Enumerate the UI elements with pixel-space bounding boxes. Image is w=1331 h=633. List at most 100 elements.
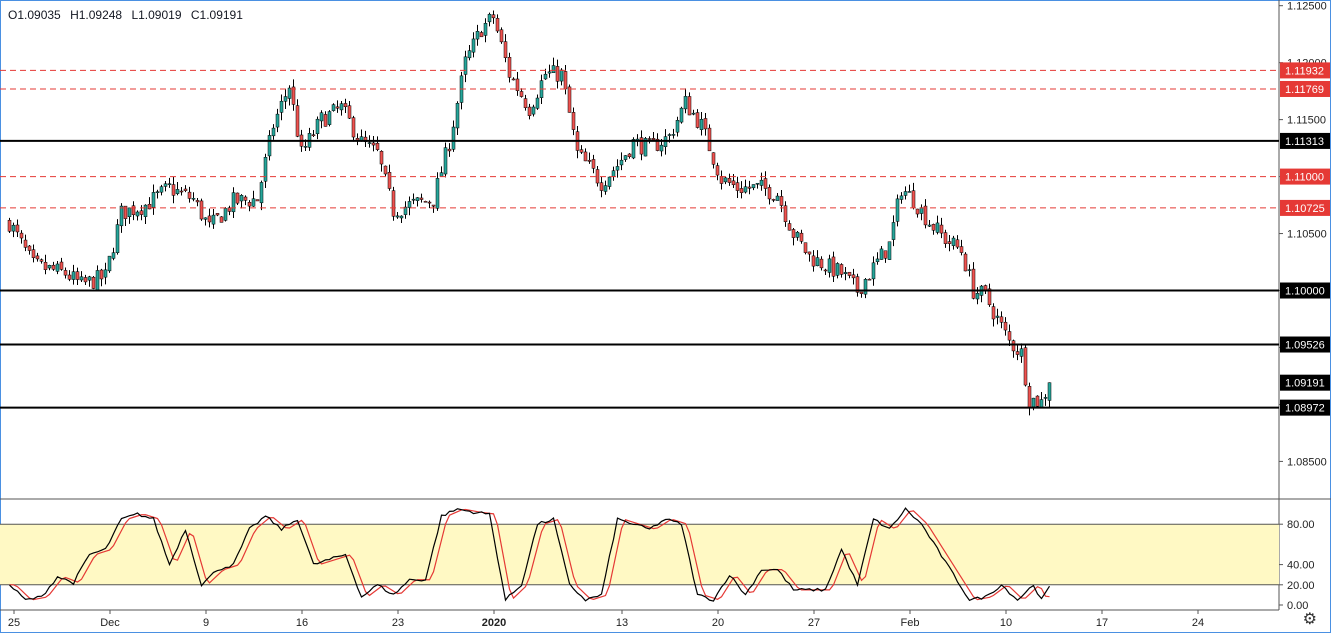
candle-body — [943, 232, 948, 244]
candle-body — [183, 188, 188, 191]
level-label: 1.11313 — [1285, 136, 1324, 148]
candle-body — [415, 197, 420, 201]
time-tick-label: 10 — [1000, 617, 1012, 629]
candle-body — [403, 206, 408, 215]
candle-body — [139, 210, 144, 215]
candle-body — [955, 239, 960, 248]
candle-body — [499, 29, 504, 43]
candle-body — [859, 291, 864, 294]
candle-body — [535, 97, 540, 109]
candle-body — [495, 18, 500, 32]
candle-body — [11, 224, 16, 232]
candle-body — [707, 127, 712, 152]
candle-body — [295, 105, 300, 137]
candle-body — [339, 103, 344, 111]
level-label-bg — [1280, 336, 1330, 353]
level-label-bg — [1280, 374, 1330, 391]
candle-body — [7, 219, 12, 232]
price-tick-label: 1.12500 — [1287, 1, 1327, 13]
osc-tick-label: 80.00 — [1287, 519, 1315, 531]
candle-body — [523, 98, 528, 108]
candle-body — [563, 71, 568, 90]
candle-body — [571, 112, 576, 130]
candle-body — [691, 112, 696, 115]
candle-body — [651, 138, 656, 140]
candle-body — [143, 204, 148, 217]
candle-body — [951, 237, 956, 246]
candle-body — [391, 190, 396, 217]
candle-body — [263, 157, 268, 182]
candle-body — [595, 169, 600, 184]
candle-body — [1011, 340, 1016, 352]
candle-body — [1023, 347, 1028, 386]
candle-body — [587, 159, 592, 162]
candle-body — [579, 149, 584, 153]
candle-body — [511, 78, 516, 81]
candle-body — [247, 202, 252, 207]
candle-body — [1047, 382, 1052, 401]
candle-body — [923, 205, 928, 226]
candle-body — [891, 222, 896, 240]
candle-body — [555, 66, 560, 82]
candle-body — [755, 182, 760, 185]
candle-body — [1035, 395, 1040, 407]
candle-body — [667, 134, 672, 136]
candle-body — [735, 182, 740, 191]
candle-body — [43, 261, 48, 270]
candle-body — [607, 176, 612, 187]
candle-body — [279, 100, 284, 113]
candle-body — [903, 191, 908, 196]
time-tick-label: 13 — [616, 617, 628, 629]
ohlc-low: L1.09019 — [131, 8, 182, 22]
candle-body — [671, 134, 676, 136]
candle-body — [427, 201, 432, 204]
candle-body — [387, 172, 392, 189]
candle-body — [927, 224, 932, 227]
osc-tick-label: 40.00 — [1287, 560, 1315, 572]
candle-body — [135, 211, 140, 217]
candle-body — [103, 269, 108, 278]
candle-body — [175, 189, 180, 194]
time-tick-label: Dec — [100, 617, 120, 629]
candle-body — [39, 259, 44, 262]
candle-body — [919, 207, 924, 214]
osc-tick-label: 0.00 — [1287, 600, 1308, 612]
level-label: 1.08972 — [1285, 403, 1325, 415]
candle-body — [1015, 351, 1020, 355]
candle-body — [383, 165, 388, 175]
candle-body — [351, 117, 356, 138]
candle-body — [931, 224, 936, 231]
candle-body — [291, 86, 296, 105]
candle-body — [559, 69, 564, 82]
time-tick-label: 23 — [392, 617, 404, 629]
time-tick-label: 2020 — [482, 617, 506, 629]
candle-body — [191, 198, 196, 200]
candle-body — [287, 87, 292, 99]
candle-body — [199, 200, 204, 220]
candle-body — [807, 251, 812, 255]
candle-body — [311, 134, 316, 136]
candle-body — [659, 144, 664, 152]
candle-body — [827, 258, 832, 273]
candle-body — [779, 196, 784, 206]
candle-body — [67, 274, 72, 280]
candle-body — [367, 142, 372, 144]
time-tick-label: 27 — [808, 617, 820, 629]
candle-body — [95, 270, 100, 291]
candle-body — [335, 106, 340, 109]
candle-body — [723, 177, 728, 183]
candle-body — [675, 120, 680, 133]
candle-body — [379, 150, 384, 165]
price-tick-label: 1.08500 — [1287, 456, 1327, 468]
level-label: 1.09191 — [1285, 378, 1325, 390]
candle-body — [451, 126, 456, 150]
candle-body — [319, 112, 324, 122]
time-tick-label: 9 — [203, 617, 209, 629]
candle-body — [375, 142, 380, 150]
settings-gear-icon[interactable]: ⚙ — [1302, 611, 1317, 628]
candle-body — [963, 253, 968, 272]
candle-body — [715, 165, 720, 176]
candle-body — [763, 178, 768, 189]
